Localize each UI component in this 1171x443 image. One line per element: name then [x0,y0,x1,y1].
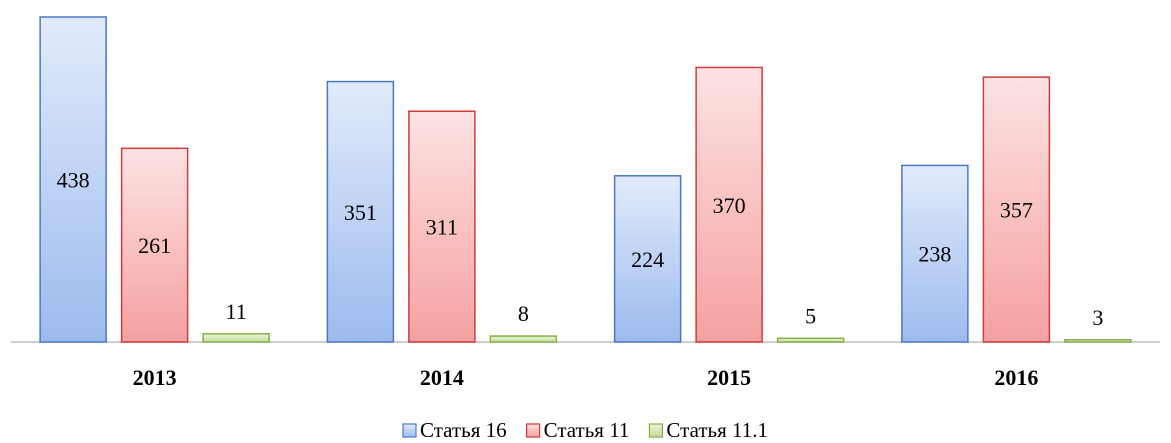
bar [408,110,476,343]
bar [202,333,270,343]
data-label: 224 [631,247,664,272]
bar [695,66,763,343]
data-label: 357 [1000,198,1033,223]
bar [613,175,682,343]
bar [1064,339,1132,343]
legend-swatch [526,423,541,438]
bar [326,80,395,343]
data-label: 3 [1092,305,1103,330]
legend-label: Статья 11 [544,418,630,442]
x-tick-label: 2016 [994,365,1038,390]
data-label: 351 [344,200,377,225]
bar [982,76,1051,343]
data-label: 11 [226,299,247,324]
data-label: 8 [518,301,529,326]
legend-label: Статья 11.1 [666,418,768,442]
x-tick-label: 2015 [707,365,751,390]
data-label: 438 [57,168,90,193]
data-label: 5 [805,303,816,328]
data-label: 370 [713,193,746,218]
x-tick-label: 2014 [420,365,464,390]
legend-swatch [402,423,417,438]
data-label: 261 [138,233,171,258]
bar [39,16,107,343]
legend-label: Статья 16 [420,418,507,442]
legend-swatch [648,423,664,438]
bar [489,335,558,343]
bar [776,337,845,343]
data-label: 311 [426,215,458,240]
data-label: 238 [918,242,951,267]
legend: Статья 16 Статья 11 Статья 11.1 [402,418,768,442]
x-tick-label: 2013 [133,365,177,390]
bar [120,147,189,343]
bar [901,164,969,343]
